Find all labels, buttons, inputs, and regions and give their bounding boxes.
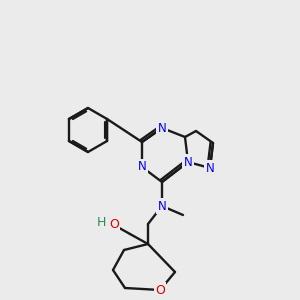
- Text: O: O: [109, 218, 119, 232]
- Text: N: N: [206, 161, 214, 175]
- Text: H: H: [96, 215, 106, 229]
- Text: N: N: [138, 160, 146, 173]
- Text: O: O: [155, 284, 165, 296]
- Text: O: O: [155, 284, 165, 296]
- Text: N: N: [206, 161, 214, 175]
- Text: N: N: [158, 200, 166, 212]
- Text: N: N: [158, 200, 166, 212]
- Text: N: N: [184, 155, 192, 169]
- Text: N: N: [184, 155, 192, 169]
- Text: O: O: [109, 218, 119, 232]
- Text: N: N: [158, 122, 166, 134]
- Text: N: N: [158, 122, 166, 134]
- Text: N: N: [138, 160, 146, 173]
